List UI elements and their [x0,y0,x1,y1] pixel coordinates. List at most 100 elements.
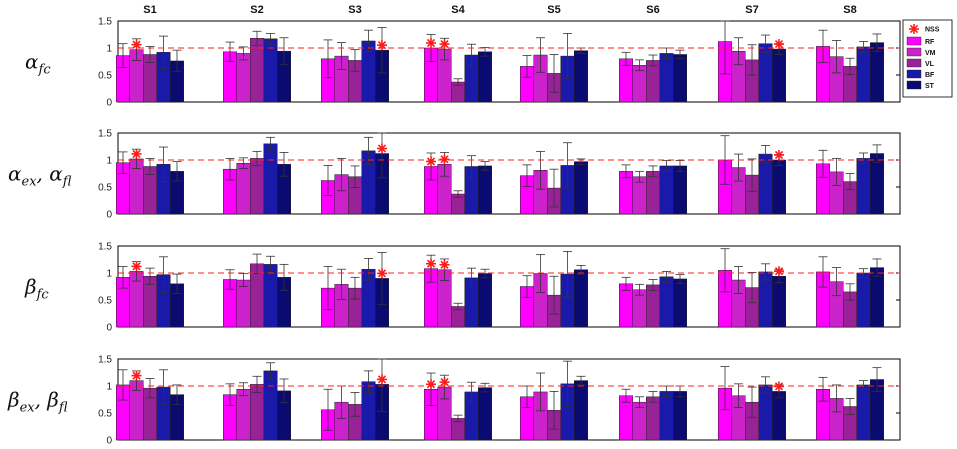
error-bar [172,384,182,405]
error-bar [266,33,275,45]
error-bar [252,30,262,46]
error-bar [761,376,770,394]
y-tick-label: 1 [106,382,112,393]
nss-marker-s4-rf [426,156,436,167]
error-bar [350,392,360,417]
error-bar [845,173,855,191]
error-bar [364,370,373,393]
error-bar [145,157,155,175]
error-bar [747,386,757,418]
subject-title-s2: S2 [250,4,263,16]
legend-label-vm: VM [925,50,936,57]
bar-s4-st: S4 ST: 0.99 [478,273,492,328]
nss-marker-s7-st [774,381,784,392]
y-tick-label: 0.5 [98,71,112,82]
nss-marker-s4-vm [439,39,450,50]
error-bar [635,59,644,72]
error-bar [453,78,463,86]
bar-s6-st: S6 ST: 0.89 [673,165,687,215]
error-bar [734,383,743,409]
legend-label-nss: NSS [925,27,940,34]
error-bar [576,375,586,386]
error-bar [549,168,559,208]
error-bar [350,49,360,72]
row-label-1: αfc [25,50,51,78]
legend-swatch-rf [906,36,922,46]
error-bar [323,266,333,311]
nss-marker-s7-st [774,266,784,277]
y-tick-label: 0 [106,210,112,221]
error-bar [252,150,262,166]
y-tick-label: 0.5 [98,183,112,194]
nss-marker-s1-vm [131,261,142,272]
bar-s2-vl: S2 VL: 1.03 [250,158,264,215]
error-bar [536,254,545,293]
error-bar [832,384,841,413]
error-bar [563,360,572,407]
y-tick-label: 0.5 [98,409,112,420]
error-bar [239,273,248,287]
error-bar [818,149,828,178]
bar-s2-vm: S2 VM: 0.94 [236,162,251,215]
error-bar [720,248,730,293]
nss-marker-s1-vm [131,370,142,381]
error-bar [279,378,289,404]
error-bar [675,274,685,284]
error-bar [225,383,235,406]
error-bar [818,376,828,402]
bar-s2-vm: S2 VM: 0.9 [236,53,251,103]
bar-s6-vl: S6 VL: 0.8 [646,396,660,441]
bar-s2-bf: S2 BF: 1.3 [263,143,278,215]
error-bar [279,263,289,291]
bar-s6-vl: S6 VL: 0.78 [646,284,660,328]
error-bar [337,268,346,300]
y-tick-label: 1 [106,44,112,55]
subject-title-s7: S7 [745,4,758,16]
error-bar [377,358,387,412]
error-bar [563,250,572,298]
subject-title-s8: S8 [843,4,856,16]
bar-s6-st: S6 ST: 0.88 [673,54,687,103]
error-bar [266,362,275,380]
legend-label-vl: VL [925,61,935,68]
error-bar [118,369,128,401]
error-bar [621,164,631,179]
error-bar [118,266,128,289]
error-bar [323,388,333,431]
bar-s6-bf: S6 BF: 0.9 [659,53,674,103]
bar-s7-st: S7 ST: 1 [772,159,786,215]
error-bar [467,267,476,288]
bar-s7-st: S7 ST: 0.94 [772,275,786,328]
error-bar [279,152,289,177]
bar-s7-st: S7 ST: 0.98 [772,48,786,103]
error-bar [747,272,757,304]
bar-s2-bf: S2 BF: 1.16 [263,264,278,328]
error-bar [720,135,730,185]
error-bar [734,153,743,182]
bar-s2-vm: S2 VM: 0.87 [236,279,251,328]
error-bar [159,35,168,69]
legend: NSS RF VM VL BF ST [902,19,953,98]
error-bar [172,273,182,294]
legend-swatch-vl [906,58,922,68]
nss-marker-s3-st [377,374,387,385]
error-bar [845,283,855,301]
row-label-3: βfc [24,275,49,303]
bar-s4-st: S4 ST: 0.89 [478,165,492,215]
error-bar [279,37,289,66]
error-bar [467,155,476,178]
error-bar [662,270,671,283]
error-bar [159,146,168,183]
error-bar [720,366,730,411]
error-bar [859,152,868,165]
nss-marker-s4-rf [426,38,436,48]
error-bar [761,145,770,164]
row-label-2: αex, αfl [8,162,72,190]
error-bar [350,276,360,300]
error-bar [172,161,182,182]
subject-title-s1: S1 [143,4,156,16]
bar-s5-st: S5 ST: 1.1 [574,380,588,441]
error-bar [675,49,685,60]
nss-marker-s4-vm [439,377,450,388]
error-bar [832,157,841,186]
